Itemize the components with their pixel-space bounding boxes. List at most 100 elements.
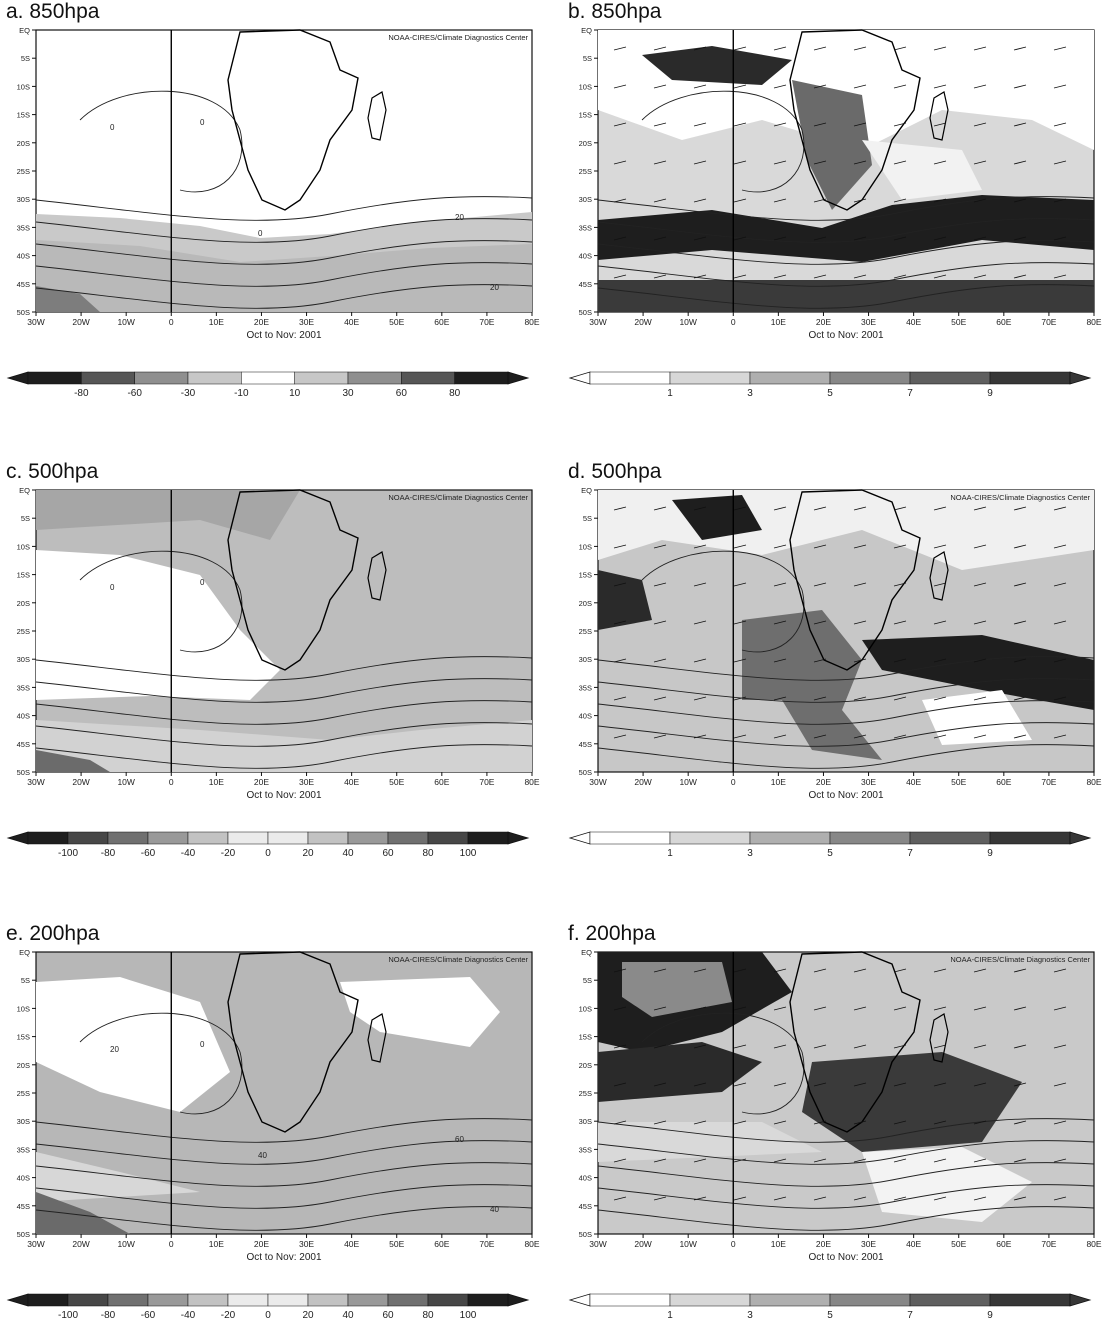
wind-vector xyxy=(733,122,747,127)
wind-vector xyxy=(893,620,907,625)
map-subtitle: Oct to Nov: 2001 xyxy=(246,330,321,341)
contour-line xyxy=(35,722,533,747)
wind-vector xyxy=(1053,658,1067,663)
contour-line xyxy=(35,678,533,703)
colorbar-segment xyxy=(387,831,429,845)
shaded-band xyxy=(922,690,1032,745)
wind-vector xyxy=(693,1196,707,1201)
x-tick-label: 10E xyxy=(209,317,224,327)
y-tick-label: 50S xyxy=(17,1230,30,1239)
colorbar-label: 40 xyxy=(342,1310,354,1321)
panel-d: d. 500hpa NOAA-CIRES/Climate Diagnostics… xyxy=(562,460,1107,870)
y-tick-label: EQ xyxy=(19,486,30,495)
contour-line xyxy=(597,1140,1095,1165)
wind-vector xyxy=(1053,236,1067,241)
shaded-band xyxy=(340,977,500,1047)
wind-vector xyxy=(853,1082,867,1087)
y-tick-label: 30S xyxy=(17,195,30,204)
wind-vector xyxy=(973,1082,987,1087)
colorbar-segment xyxy=(307,1293,349,1307)
wind-vector xyxy=(1013,1082,1027,1087)
wind-vector xyxy=(1053,1006,1067,1011)
y-tick-label: 10S xyxy=(17,82,30,91)
y-tick-label: 50S xyxy=(17,308,30,317)
y-tick-label: 15S xyxy=(17,111,30,120)
wind-vector xyxy=(1053,1158,1067,1163)
wind-vector xyxy=(933,198,947,203)
panel-title: b. 850hpa xyxy=(568,0,662,23)
madagascar-outline xyxy=(367,551,387,601)
contour-line xyxy=(597,218,1095,243)
wind-vector xyxy=(1053,1044,1067,1049)
wind-vector xyxy=(653,122,667,127)
wind-vector xyxy=(693,696,707,701)
contour-label: 40 xyxy=(490,1205,499,1214)
colorbar-segment xyxy=(107,831,149,845)
wind-vector xyxy=(1013,198,1027,203)
y-tick-label: 45S xyxy=(17,740,30,749)
y-tick-label: 5S xyxy=(583,54,592,63)
colorbar-label: 30 xyxy=(342,388,354,399)
wind-vector xyxy=(653,544,667,549)
wind-vector xyxy=(893,1082,907,1087)
wind-vector xyxy=(933,1196,947,1201)
colorbar-label: -100 xyxy=(58,1310,78,1321)
contour-label: 0 xyxy=(200,578,205,587)
y-tick-label: 30S xyxy=(579,655,592,664)
madagascar-outline xyxy=(929,1013,949,1063)
wind-vector xyxy=(693,1158,707,1163)
x-tick-label: 40E xyxy=(344,317,359,327)
colorbar-label: 40 xyxy=(342,848,354,859)
x-tick-label: 10E xyxy=(771,317,786,327)
wind-vector xyxy=(853,274,867,279)
y-tick-label: 35S xyxy=(579,1145,592,1154)
x-tick-label: 80E xyxy=(524,777,539,787)
colorbar-segment xyxy=(267,831,309,845)
wind-vector xyxy=(933,968,947,973)
contour-label: 0 xyxy=(200,1040,205,1049)
wind-vector xyxy=(693,274,707,279)
wind-vector xyxy=(973,544,987,549)
colorbar-segment xyxy=(989,831,1071,845)
wind-vector xyxy=(653,1158,667,1163)
wind-vector xyxy=(893,1196,907,1201)
x-tick-label: 30E xyxy=(861,317,876,327)
x-tick-label: 0 xyxy=(169,1239,174,1249)
colorbar-label: 5 xyxy=(827,848,833,859)
y-tick-label: 20S xyxy=(579,139,592,148)
axes: 30W 20W 10W 0 10E 20E 30E 40E 50E 60E 70E 80E EQ 5S 10… xyxy=(17,26,540,341)
y-tick-label: 45S xyxy=(579,1202,592,1211)
colorbar-label: -80 xyxy=(74,388,89,399)
colorbar-arrow-right xyxy=(507,371,530,385)
wind-vector xyxy=(693,122,707,127)
x-tick-label: 80E xyxy=(1086,317,1101,327)
panel-title: f. 200hpa xyxy=(568,922,656,945)
y-tick-label: 40S xyxy=(579,712,592,721)
wind-vector xyxy=(933,1006,947,1011)
colorbar-segment xyxy=(467,831,509,845)
wind-vector xyxy=(693,734,707,739)
x-tick-label: 0 xyxy=(169,777,174,787)
wind-vector xyxy=(773,658,787,663)
wind-vector xyxy=(1053,46,1067,51)
colorbar-arrow-right xyxy=(1069,1293,1092,1307)
wind-vector xyxy=(933,274,947,279)
wind-vector xyxy=(933,46,947,51)
x-tick-label: 10E xyxy=(209,777,224,787)
wind-vector xyxy=(613,1006,627,1011)
wind-vector xyxy=(773,620,787,625)
wind-vector xyxy=(973,1006,987,1011)
wind-vector xyxy=(893,544,907,549)
y-tick-label: 35S xyxy=(579,683,592,692)
wind-vector xyxy=(973,696,987,701)
wind-vector xyxy=(933,582,947,587)
x-tick-label: 50E xyxy=(951,1239,966,1249)
colorbar-segment xyxy=(134,371,189,385)
colorbar-label: -30 xyxy=(181,388,196,399)
x-tick-label: 10W xyxy=(679,1239,696,1249)
colorbar-segment xyxy=(989,1293,1071,1307)
wind-vector xyxy=(613,198,627,203)
wind-vector xyxy=(733,734,747,739)
shaded-band xyxy=(598,1122,822,1162)
map-area: NOAA-CIRES/Climate Diagnostics Center xyxy=(597,951,1095,1235)
